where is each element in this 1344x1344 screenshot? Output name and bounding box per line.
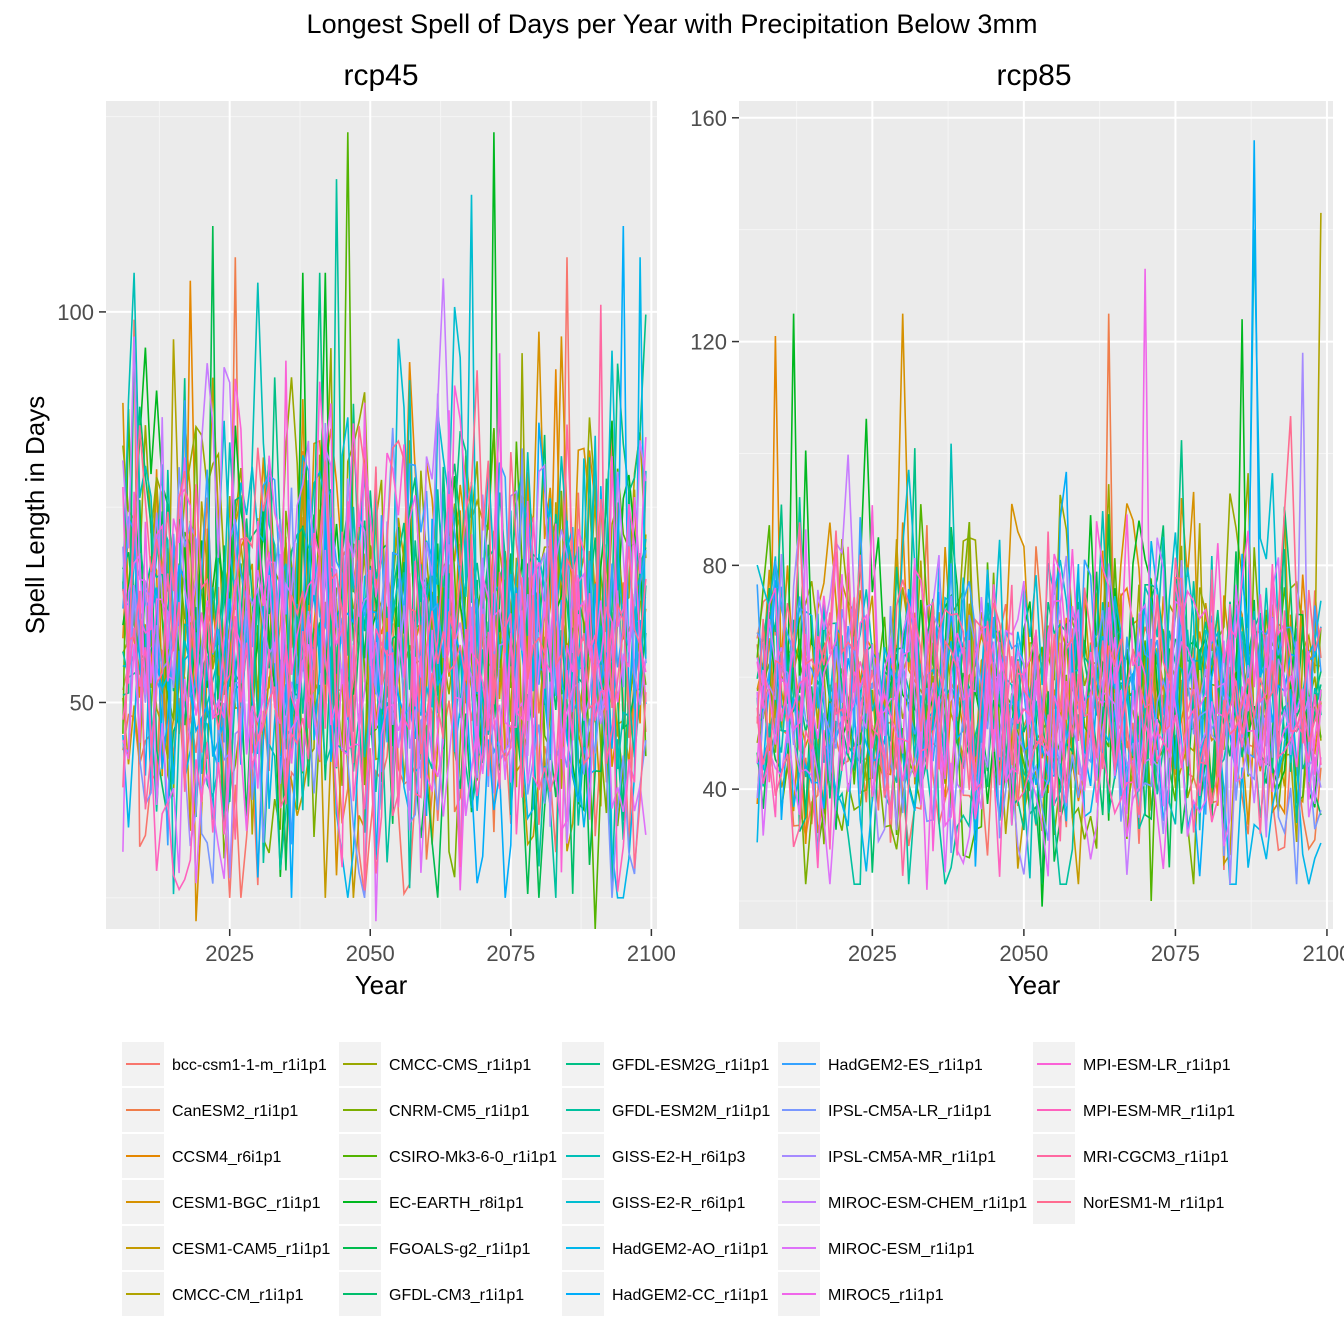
legend-item: MPI-ESM-MR_r1i1p1 (1033, 1088, 1235, 1132)
series-line (756, 546, 1322, 877)
y-axis-label: Spell Length in Days (20, 396, 50, 634)
legend-item: NorESM1-M_r1i1p1 (1033, 1180, 1224, 1224)
legend-label: NorESM1-M_r1i1p1 (1083, 1195, 1224, 1212)
legend-item: CNRM-CM5_r1i1p1 (339, 1088, 530, 1132)
legend-item: HadGEM2-AO_r1i1p1 (562, 1226, 769, 1270)
x-tick-label: 2025 (205, 941, 254, 966)
legend-label: GISS-E2-R_r6i1p1 (612, 1195, 745, 1212)
legend-item: GFDL-ESM2G_r1i1p1 (562, 1042, 769, 1086)
legend-item: GFDL-ESM2M_r1i1p1 (562, 1088, 770, 1132)
y-tick-label: 40 (703, 777, 727, 802)
legend-label: MPI-ESM-MR_r1i1p1 (1083, 1103, 1235, 1120)
legend-item: HadGEM2-CC_r1i1p1 (562, 1272, 769, 1316)
legend-item: MRI-CGCM3_r1i1p1 (1033, 1134, 1229, 1178)
legend-item: CCSM4_r6i1p1 (122, 1134, 281, 1178)
legend-label: EC-EARTH_r8i1p1 (389, 1195, 524, 1212)
legend-item: MIROC5_r1i1p1 (778, 1272, 944, 1316)
legend-label: IPSL-CM5A-MR_r1i1p1 (828, 1149, 996, 1166)
legend-item: GISS-E2-H_r6i1p3 (562, 1134, 745, 1178)
series-lines-rcp85 (756, 140, 1322, 907)
axes-rcp45: 2025 2050 2075 2100 50 100 (57, 300, 676, 966)
legend-label: MIROC-ESM_r1i1p1 (828, 1241, 975, 1258)
series-line (122, 304, 647, 891)
x-tick-label: 2100 (627, 941, 676, 966)
legend-label: HadGEM2-ES_r1i1p1 (828, 1057, 983, 1074)
series-lines-rcp45 (122, 132, 647, 930)
legend-label: IPSL-CM5A-LR_r1i1p1 (828, 1103, 992, 1120)
y-tick-label: 120 (690, 330, 727, 355)
series-line (122, 370, 647, 869)
legend-item: EC-EARTH_r8i1p1 (339, 1180, 524, 1224)
legend: bcc-csm1-1-m_r1i1p1 CanESM2_r1i1p1 CCSM4_r… (122, 1042, 1235, 1316)
legend-label: FGOALS-g2_r1i1p1 (389, 1241, 531, 1258)
legend-label: CMCC-CM_r1i1p1 (172, 1287, 304, 1304)
panel-rcp85: 2025 2050 2075 2100 40 80 120 160 (690, 101, 1344, 966)
legend-label: GFDL-ESM2M_r1i1p1 (612, 1103, 770, 1120)
legend-label: MIROC-ESM-CHEM_r1i1p1 (828, 1195, 1027, 1212)
legend-item: IPSL-CM5A-LR_r1i1p1 (778, 1088, 992, 1132)
legend-label: CESM1-BGC_r1i1p1 (172, 1195, 321, 1212)
legend-item: GISS-E2-R_r6i1p1 (562, 1180, 745, 1224)
x-tick-label: 2050 (999, 941, 1048, 966)
legend-item: MIROC-ESM-CHEM_r1i1p1 (778, 1180, 1027, 1224)
legend-item: CMCC-CM_r1i1p1 (122, 1272, 304, 1316)
legend-item: HadGEM2-ES_r1i1p1 (778, 1042, 983, 1086)
legend-item: CESM1-CAM5_r1i1p1 (122, 1226, 330, 1270)
legend-label: bcc-csm1-1-m_r1i1p1 (172, 1057, 327, 1074)
y-tick-label: 160 (690, 106, 727, 131)
legend-item: CMCC-CMS_r1i1p1 (339, 1042, 531, 1086)
legend-item: MPI-ESM-LR_r1i1p1 (1033, 1042, 1231, 1086)
series-line (122, 427, 647, 898)
series-line (756, 541, 1322, 885)
x-tick-label: 2100 (1302, 941, 1344, 966)
legend-item: CSIRO-Mk3-6-0_r1i1p1 (339, 1134, 557, 1178)
legend-item: FGOALS-g2_r1i1p1 (339, 1226, 531, 1270)
y-tick-label: 80 (703, 553, 727, 578)
legend-label: CNRM-CM5_r1i1p1 (389, 1103, 530, 1120)
x-axis-label-rcp85: Year (1008, 970, 1061, 1000)
legend-label: MIROC5_r1i1p1 (828, 1287, 944, 1304)
y-tick-label: 50 (70, 690, 94, 715)
legend-label: CESM1-CAM5_r1i1p1 (172, 1241, 330, 1258)
x-tick-label: 2075 (486, 941, 535, 966)
panel-title-rcp45: rcp45 (343, 59, 418, 92)
legend-label: CanESM2_r1i1p1 (172, 1103, 298, 1120)
x-tick-label: 2075 (1151, 941, 1200, 966)
legend-item: IPSL-CM5A-MR_r1i1p1 (778, 1134, 996, 1178)
panel-rcp45: 2025 2050 2075 2100 50 100 (57, 101, 676, 966)
legend-item: GFDL-CM3_r1i1p1 (339, 1272, 524, 1316)
x-tick-label: 2050 (346, 941, 395, 966)
legend-label: CCSM4_r6i1p1 (172, 1149, 281, 1166)
legend-label: MPI-ESM-LR_r1i1p1 (1083, 1057, 1231, 1074)
series-line (756, 416, 1322, 816)
chart-title: Longest Spell of Days per Year with Prec… (307, 9, 1038, 39)
x-tick-label: 2025 (848, 941, 897, 966)
legend-label: GFDL-ESM2G_r1i1p1 (612, 1057, 769, 1074)
legend-item: bcc-csm1-1-m_r1i1p1 (122, 1042, 327, 1086)
series-line (756, 510, 1322, 885)
legend-label: HadGEM2-AO_r1i1p1 (612, 1241, 769, 1258)
legend-item: MIROC-ESM_r1i1p1 (778, 1226, 975, 1270)
y-tick-label: 100 (57, 300, 94, 325)
legend-label: HadGEM2-CC_r1i1p1 (612, 1287, 769, 1304)
legend-item: CanESM2_r1i1p1 (122, 1088, 298, 1132)
legend-label: MRI-CGCM3_r1i1p1 (1083, 1149, 1229, 1166)
x-axis-label-rcp45: Year (355, 970, 408, 1000)
panel-title-rcp85: rcp85 (996, 59, 1071, 92)
legend-label: GISS-E2-H_r6i1p3 (612, 1149, 745, 1166)
legend-label: GFDL-CM3_r1i1p1 (389, 1287, 524, 1304)
axes-rcp85: 2025 2050 2075 2100 40 80 120 160 (690, 106, 1344, 966)
legend-label: CSIRO-Mk3-6-0_r1i1p1 (389, 1149, 557, 1166)
legend-item: CESM1-BGC_r1i1p1 (122, 1180, 321, 1224)
series-line (756, 505, 1322, 852)
legend-label: CMCC-CMS_r1i1p1 (389, 1057, 531, 1074)
